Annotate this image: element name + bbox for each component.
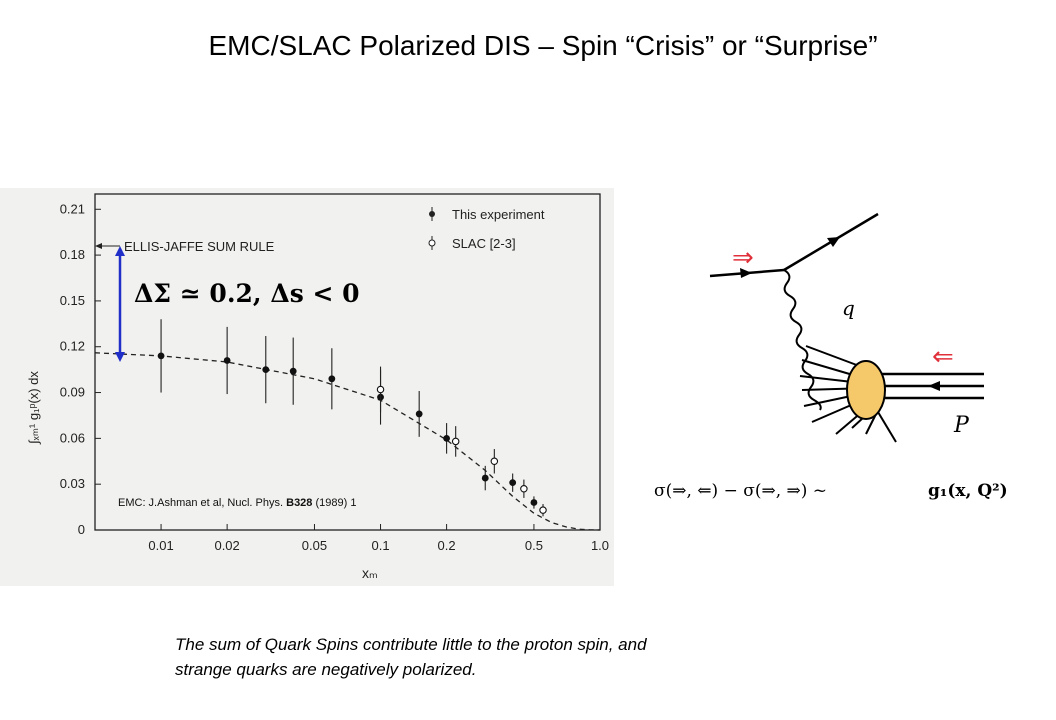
proton-arrow <box>928 381 940 391</box>
data-point-this-experiment <box>223 357 231 364</box>
plot-canvas: 0 0.03 0.06 0.09 0.12 0.15 0.18 0.21 0.01 0.02 0.0… <box>26 193 609 581</box>
x-tick-label: 0.05 <box>302 538 327 553</box>
y-tick-label: 0.21 <box>60 201 85 216</box>
y-tick-label: 0.15 <box>60 293 85 308</box>
data-point-this-experiment <box>415 410 423 418</box>
caption-line-1: The sum of Quark Spins contribute little… <box>175 635 647 654</box>
fragment-line <box>877 411 897 443</box>
data-point-slac <box>376 385 385 394</box>
legend-slac: SLAC [2-3] <box>452 236 516 251</box>
legend-this-experiment: This experiment <box>452 207 545 222</box>
data-points-group <box>157 319 547 517</box>
data-point-this-experiment <box>262 366 270 374</box>
data-point-this-experiment <box>328 375 336 383</box>
slide-caption: The sum of Quark Spins contribute little… <box>175 632 875 682</box>
data-point-this-experiment <box>481 474 489 482</box>
delta-sigma-annotation: ΔΣ ≃ 0.2, Δs < 0 <box>134 279 360 308</box>
y-tick-label: 0.09 <box>60 385 85 400</box>
legend-filled-marker <box>429 211 435 217</box>
feynman-diagram-canvas: ⇒ q ⇐ P σ(⇒, ⇐) − σ(⇒, ⇒) ~ g₁(x, Q²) <box>654 212 1008 501</box>
data-point-this-experiment <box>530 499 538 506</box>
y-tick-label: 0.18 <box>60 247 85 262</box>
data-point-slac <box>490 457 499 466</box>
data-point-this-experiment <box>157 352 165 360</box>
asymmetry-formula-lhs: σ(⇒, ⇐) − σ(⇒, ⇒) ~ <box>654 481 827 501</box>
proton-blob <box>846 360 886 420</box>
x-tick-label: 1.0 <box>591 538 609 553</box>
asymmetry-formula-rhs: g₁(x, Q²) <box>928 481 1008 501</box>
lepton-polarization-arrow: ⇒ <box>732 243 754 273</box>
x-axis-label: xₘ <box>362 565 378 581</box>
y-tick-label: 0.12 <box>60 339 85 354</box>
x-tick-label: 0.1 <box>371 538 389 553</box>
proton-label: P <box>953 413 970 438</box>
reference-prefix: EMC: J.Ashman et al, Nucl. Phys. <box>118 497 286 509</box>
virtual-photon <box>783 269 822 411</box>
y-tick-label: 0 <box>78 522 85 537</box>
fit-curve <box>94 352 601 531</box>
reference-suffix: (1989) 1 <box>312 497 356 509</box>
y-tick-label: 0.03 <box>60 476 85 491</box>
legend-open-marker <box>428 239 436 247</box>
incoming-lepton-arrow <box>740 268 752 278</box>
plot-frame <box>94 193 601 531</box>
slide-title: EMC/SLAC Polarized DIS – Spin “Crisis” o… <box>208 30 878 61</box>
x-tick-label: 0.2 <box>438 538 456 553</box>
data-point-slac <box>539 506 547 514</box>
caption-line-2: strange quarks are negatively polarized. <box>175 660 477 679</box>
y-tick-label: 0.06 <box>60 430 85 445</box>
photon-label: q <box>842 296 855 320</box>
x-tick-label: 0.01 <box>148 538 173 553</box>
proton-polarization-arrow: ⇐ <box>932 342 954 372</box>
g1-integral-plot: 0 0.03 0.06 0.09 0.12 0.15 0.18 0.21 0.01 0.02 0.0… <box>0 188 614 586</box>
outgoing-lepton-arrow <box>827 237 840 247</box>
data-point-this-experiment <box>509 479 517 487</box>
data-point-slac <box>520 485 528 493</box>
reference-volume: B328 <box>286 497 312 509</box>
y-axis-label: ∫ₓₘ¹ g₁ᵖ(x) dx <box>26 371 41 445</box>
fit-curve-group <box>94 352 601 531</box>
delta-sigma-arrowhead-bottom <box>115 352 125 362</box>
data-point-this-experiment <box>443 434 450 442</box>
delta-sigma-arrowhead-top <box>115 246 125 256</box>
x-tick-label: 0.5 <box>525 538 543 553</box>
axis-ticks: 0 0.03 0.06 0.09 0.12 0.15 0.18 0.21 0.01 0.02 0.0… <box>60 201 609 553</box>
reference-text: EMC: J.Ashman et al, Nucl. Phys. B328 (1… <box>118 497 356 509</box>
data-point-this-experiment <box>289 367 297 375</box>
ellis-jaffe-arrowhead <box>95 243 102 249</box>
x-tick-label: 0.02 <box>214 538 239 553</box>
feynman-diagram: ⇒ q ⇐ P σ(⇒, ⇐) − σ(⇒, ⇒) ~ g₁(x, Q²) <box>640 200 1056 530</box>
ellis-jaffe-label: ELLIS-JAFFE SUM RULE <box>124 239 275 254</box>
data-point-slac <box>451 437 460 446</box>
